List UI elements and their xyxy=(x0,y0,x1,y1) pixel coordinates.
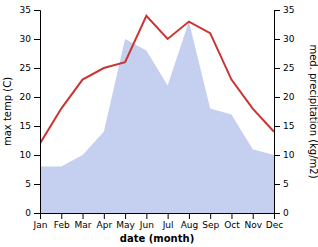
x-axis-tick-mark xyxy=(210,213,211,219)
y-axis-tick-label: 10 xyxy=(20,150,32,160)
y-axis-tick-mark xyxy=(34,68,40,69)
y2-axis-tick-label: 0 xyxy=(283,208,289,218)
y2-axis-tick-mark xyxy=(274,10,280,11)
y2-axis-tick-mark xyxy=(274,213,280,214)
x-axis-tick-mark xyxy=(61,213,62,219)
y2-axis-tick: 20 xyxy=(274,92,295,102)
y2-axis-tick-label: 5 xyxy=(283,179,289,189)
y2-axis-tick-mark xyxy=(274,97,280,98)
x-axis-tick: Sep xyxy=(202,213,219,230)
x-axis-line xyxy=(41,214,275,220)
y2-axis-line xyxy=(275,11,281,214)
x-axis-tick-mark xyxy=(104,213,105,219)
x-axis-tick-mark xyxy=(83,213,84,219)
line xyxy=(40,16,274,144)
x-axis-tick: Jun xyxy=(139,213,154,230)
x-axis-tick-mark xyxy=(168,213,169,219)
x-axis-title: date (month) xyxy=(120,233,194,244)
x-axis-tick: Nov xyxy=(244,213,262,230)
y-axis-tick: 30 xyxy=(20,34,40,44)
y-axis-tick-mark xyxy=(34,126,40,127)
y2-axis-tick-label: 20 xyxy=(283,92,295,102)
y-axis: 0 5 10 15 20 25 30 35 xyxy=(20,5,41,218)
plot: JanFebMarAprMayJunJulAugSepOctNovDec0510… xyxy=(2,5,318,244)
x-axis-tick: Oct xyxy=(224,213,240,230)
y-axis-tick-mark xyxy=(34,155,40,156)
y2-axis-tick: 5 xyxy=(274,179,289,189)
y-axis-tick: 20 xyxy=(20,92,40,102)
x-axis-tick-label: Jun xyxy=(139,220,154,230)
y-axis-tick-label: 20 xyxy=(20,92,32,102)
y2-axis: 0 5 10 15 20 25 30 35 xyxy=(274,5,295,218)
x-axis-tick-mark xyxy=(146,213,147,219)
y-axis-tick: 25 xyxy=(20,63,40,73)
x-axis-tick-mark xyxy=(189,213,190,219)
x-axis-tick: Apr xyxy=(97,213,113,230)
y2-axis-tick-mark xyxy=(274,155,280,156)
y-axis-tick-mark xyxy=(34,213,40,214)
y2-axis-tick: 30 xyxy=(274,34,295,44)
y2-axis-tick: 15 xyxy=(274,121,294,131)
y2-axis-tick-mark xyxy=(274,68,280,69)
x-axis-tick-label: Nov xyxy=(244,220,262,230)
y2-axis-tick-mark xyxy=(274,126,280,127)
x-axis: Jan Feb Mar AprMay Jun Jul AugSep Oct Nov Dec xyxy=(33,213,284,230)
y-axis-tick-mark xyxy=(34,39,40,40)
y-axis-tick-mark xyxy=(34,184,40,185)
y-axis-tick-mark xyxy=(34,97,40,98)
y-axis-tick: 5 xyxy=(25,179,40,189)
x-axis-tick-mark xyxy=(231,213,232,219)
x-axis-tick-label: Oct xyxy=(224,220,240,230)
y-axis-tick: 35 xyxy=(20,5,40,15)
y2-axis-tick: 10 xyxy=(274,150,295,160)
y-axis-tick-label: 0 xyxy=(25,208,31,218)
x-axis-tick: Aug xyxy=(181,213,199,230)
x-axis-tick: Dec xyxy=(266,213,283,230)
y-axis-tick-mark xyxy=(34,10,40,11)
y2-axis-tick: 25 xyxy=(274,63,294,73)
y2-axis-tick-label: 15 xyxy=(283,121,294,131)
y-axis-tick-label: 5 xyxy=(25,179,31,189)
area xyxy=(40,22,274,213)
x-axis-tick: Jan xyxy=(33,213,48,230)
x-axis-tick-label: Apr xyxy=(97,220,113,230)
x-axis-tick-label: Jan xyxy=(33,220,48,230)
y-axis-tick: 10 xyxy=(20,150,40,160)
y2-axis-tick-mark xyxy=(274,39,280,40)
y2-axis-title: med. precipitation (kg/m2) xyxy=(308,44,318,178)
y2-axis-tick-label: 25 xyxy=(283,63,294,73)
y-axis-tick-label: 35 xyxy=(20,5,31,15)
x-axis-tick: Mar xyxy=(75,213,92,230)
x-axis-tick-label: Feb xyxy=(54,220,70,230)
x-axis-tick-label: May xyxy=(116,220,135,230)
x-axis-tick: Feb xyxy=(54,213,70,230)
y-axis-tick-label: 25 xyxy=(20,63,31,73)
x-axis-tick: Jul xyxy=(162,213,174,230)
x-axis-tick-label: Jul xyxy=(162,220,174,230)
y-axis-tick-label: 15 xyxy=(20,121,31,131)
x-axis-tick-label: Sep xyxy=(202,220,219,230)
x-axis-tick-mark xyxy=(125,213,126,219)
y-axis-tick-label: 30 xyxy=(20,34,32,44)
x-axis-tick-label: Mar xyxy=(75,220,92,230)
y-axis-title: max temp (C) xyxy=(2,77,13,146)
x-axis-tick-label: Dec xyxy=(266,220,283,230)
x-axis-tick: May xyxy=(116,213,135,230)
y-axis-tick: 15 xyxy=(20,121,40,131)
y2-axis-tick-label: 30 xyxy=(283,34,295,44)
y-axis-tick: 0 xyxy=(25,208,40,218)
y2-axis-tick-label: 10 xyxy=(283,150,295,160)
x-axis-tick-mark xyxy=(253,213,254,219)
y2-axis-tick: 0 xyxy=(274,208,289,218)
y2-axis-tick: 35 xyxy=(274,5,294,15)
y2-axis-tick-label: 35 xyxy=(283,5,294,15)
marks xyxy=(40,16,274,213)
y-axis-line xyxy=(34,11,41,214)
x-axis-tick-label: Aug xyxy=(181,220,199,230)
chart: JanFebMarAprMayJunJulAugSepOctNovDec0510… xyxy=(0,0,318,247)
y2-axis-tick-mark xyxy=(274,184,280,185)
